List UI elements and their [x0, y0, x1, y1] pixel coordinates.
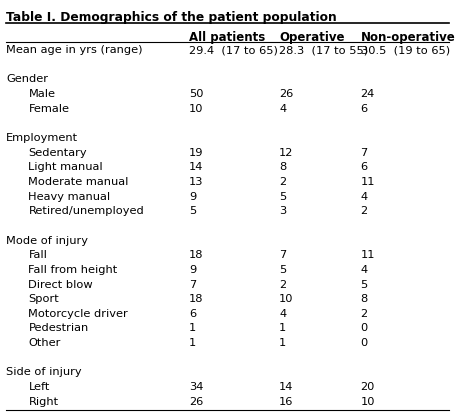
Text: 2: 2 [279, 279, 286, 290]
Text: 7: 7 [279, 250, 286, 260]
Text: 6: 6 [189, 309, 196, 319]
Text: 11: 11 [361, 250, 375, 260]
Text: 24: 24 [361, 89, 375, 99]
Text: 7: 7 [189, 279, 196, 290]
Text: Other: Other [28, 338, 61, 348]
Text: 2: 2 [361, 309, 368, 319]
Text: 28.3  (17 to 55): 28.3 (17 to 55) [279, 45, 368, 55]
Text: Left: Left [28, 382, 50, 392]
Text: Moderate manual: Moderate manual [28, 177, 129, 187]
Text: 11: 11 [361, 177, 375, 187]
Text: 14: 14 [279, 382, 293, 392]
Text: Sedentary: Sedentary [28, 147, 87, 158]
Text: Side of injury: Side of injury [6, 367, 82, 378]
Text: 12: 12 [279, 147, 293, 158]
Text: Fall: Fall [28, 250, 47, 260]
Text: 3: 3 [279, 206, 286, 216]
Text: 29.4  (17 to 65): 29.4 (17 to 65) [189, 45, 278, 55]
Text: 26: 26 [279, 89, 293, 99]
Text: 20: 20 [361, 382, 375, 392]
Text: 10: 10 [361, 397, 375, 407]
Text: 5: 5 [279, 191, 286, 202]
Text: Light manual: Light manual [28, 162, 103, 172]
Text: Right: Right [28, 397, 59, 407]
Text: Motorcycle driver: Motorcycle driver [28, 309, 128, 319]
Text: Table I. Demographics of the patient population: Table I. Demographics of the patient pop… [6, 10, 337, 23]
Text: 1: 1 [189, 338, 196, 348]
Text: 9: 9 [189, 191, 196, 202]
Text: 9: 9 [189, 265, 196, 275]
Text: 0: 0 [361, 323, 368, 334]
Text: Non-operative: Non-operative [361, 31, 456, 44]
Text: 13: 13 [189, 177, 203, 187]
Text: 4: 4 [279, 309, 286, 319]
Text: 30.5  (19 to 65): 30.5 (19 to 65) [361, 45, 450, 55]
Text: 8: 8 [279, 162, 286, 172]
Text: 0: 0 [361, 338, 368, 348]
Text: 6: 6 [361, 162, 368, 172]
Text: 19: 19 [189, 147, 203, 158]
Text: 4: 4 [279, 103, 286, 114]
Text: Gender: Gender [6, 75, 48, 84]
Text: Heavy manual: Heavy manual [28, 191, 110, 202]
Text: Operative: Operative [279, 31, 345, 44]
Text: Mode of injury: Mode of injury [6, 235, 88, 246]
Text: 34: 34 [189, 382, 203, 392]
Text: 5: 5 [361, 279, 368, 290]
Text: 26: 26 [189, 397, 203, 407]
Text: 18: 18 [189, 294, 203, 304]
Text: 2: 2 [361, 206, 368, 216]
Text: All patients: All patients [189, 31, 265, 44]
Text: 14: 14 [189, 162, 203, 172]
Text: 50: 50 [189, 89, 203, 99]
Text: Direct blow: Direct blow [28, 279, 93, 290]
Text: Male: Male [28, 89, 55, 99]
Text: 2: 2 [279, 177, 286, 187]
Text: 8: 8 [361, 294, 368, 304]
Text: 10: 10 [189, 103, 203, 114]
Text: 1: 1 [279, 338, 286, 348]
Text: Mean age in yrs (range): Mean age in yrs (range) [6, 45, 142, 55]
Text: 7: 7 [361, 147, 368, 158]
Text: 1: 1 [189, 323, 196, 334]
Text: Pedestrian: Pedestrian [28, 323, 89, 334]
Text: 10: 10 [279, 294, 294, 304]
Text: 5: 5 [279, 265, 286, 275]
Text: Fall from height: Fall from height [28, 265, 118, 275]
Text: 6: 6 [361, 103, 368, 114]
Text: 4: 4 [361, 191, 368, 202]
Text: 5: 5 [189, 206, 196, 216]
Text: Retired/unemployed: Retired/unemployed [28, 206, 144, 216]
Text: 1: 1 [279, 323, 286, 334]
Text: Sport: Sport [28, 294, 59, 304]
Text: Employment: Employment [6, 133, 78, 143]
Text: 4: 4 [361, 265, 368, 275]
Text: 16: 16 [279, 397, 293, 407]
Text: Female: Female [28, 103, 70, 114]
Text: 18: 18 [189, 250, 203, 260]
